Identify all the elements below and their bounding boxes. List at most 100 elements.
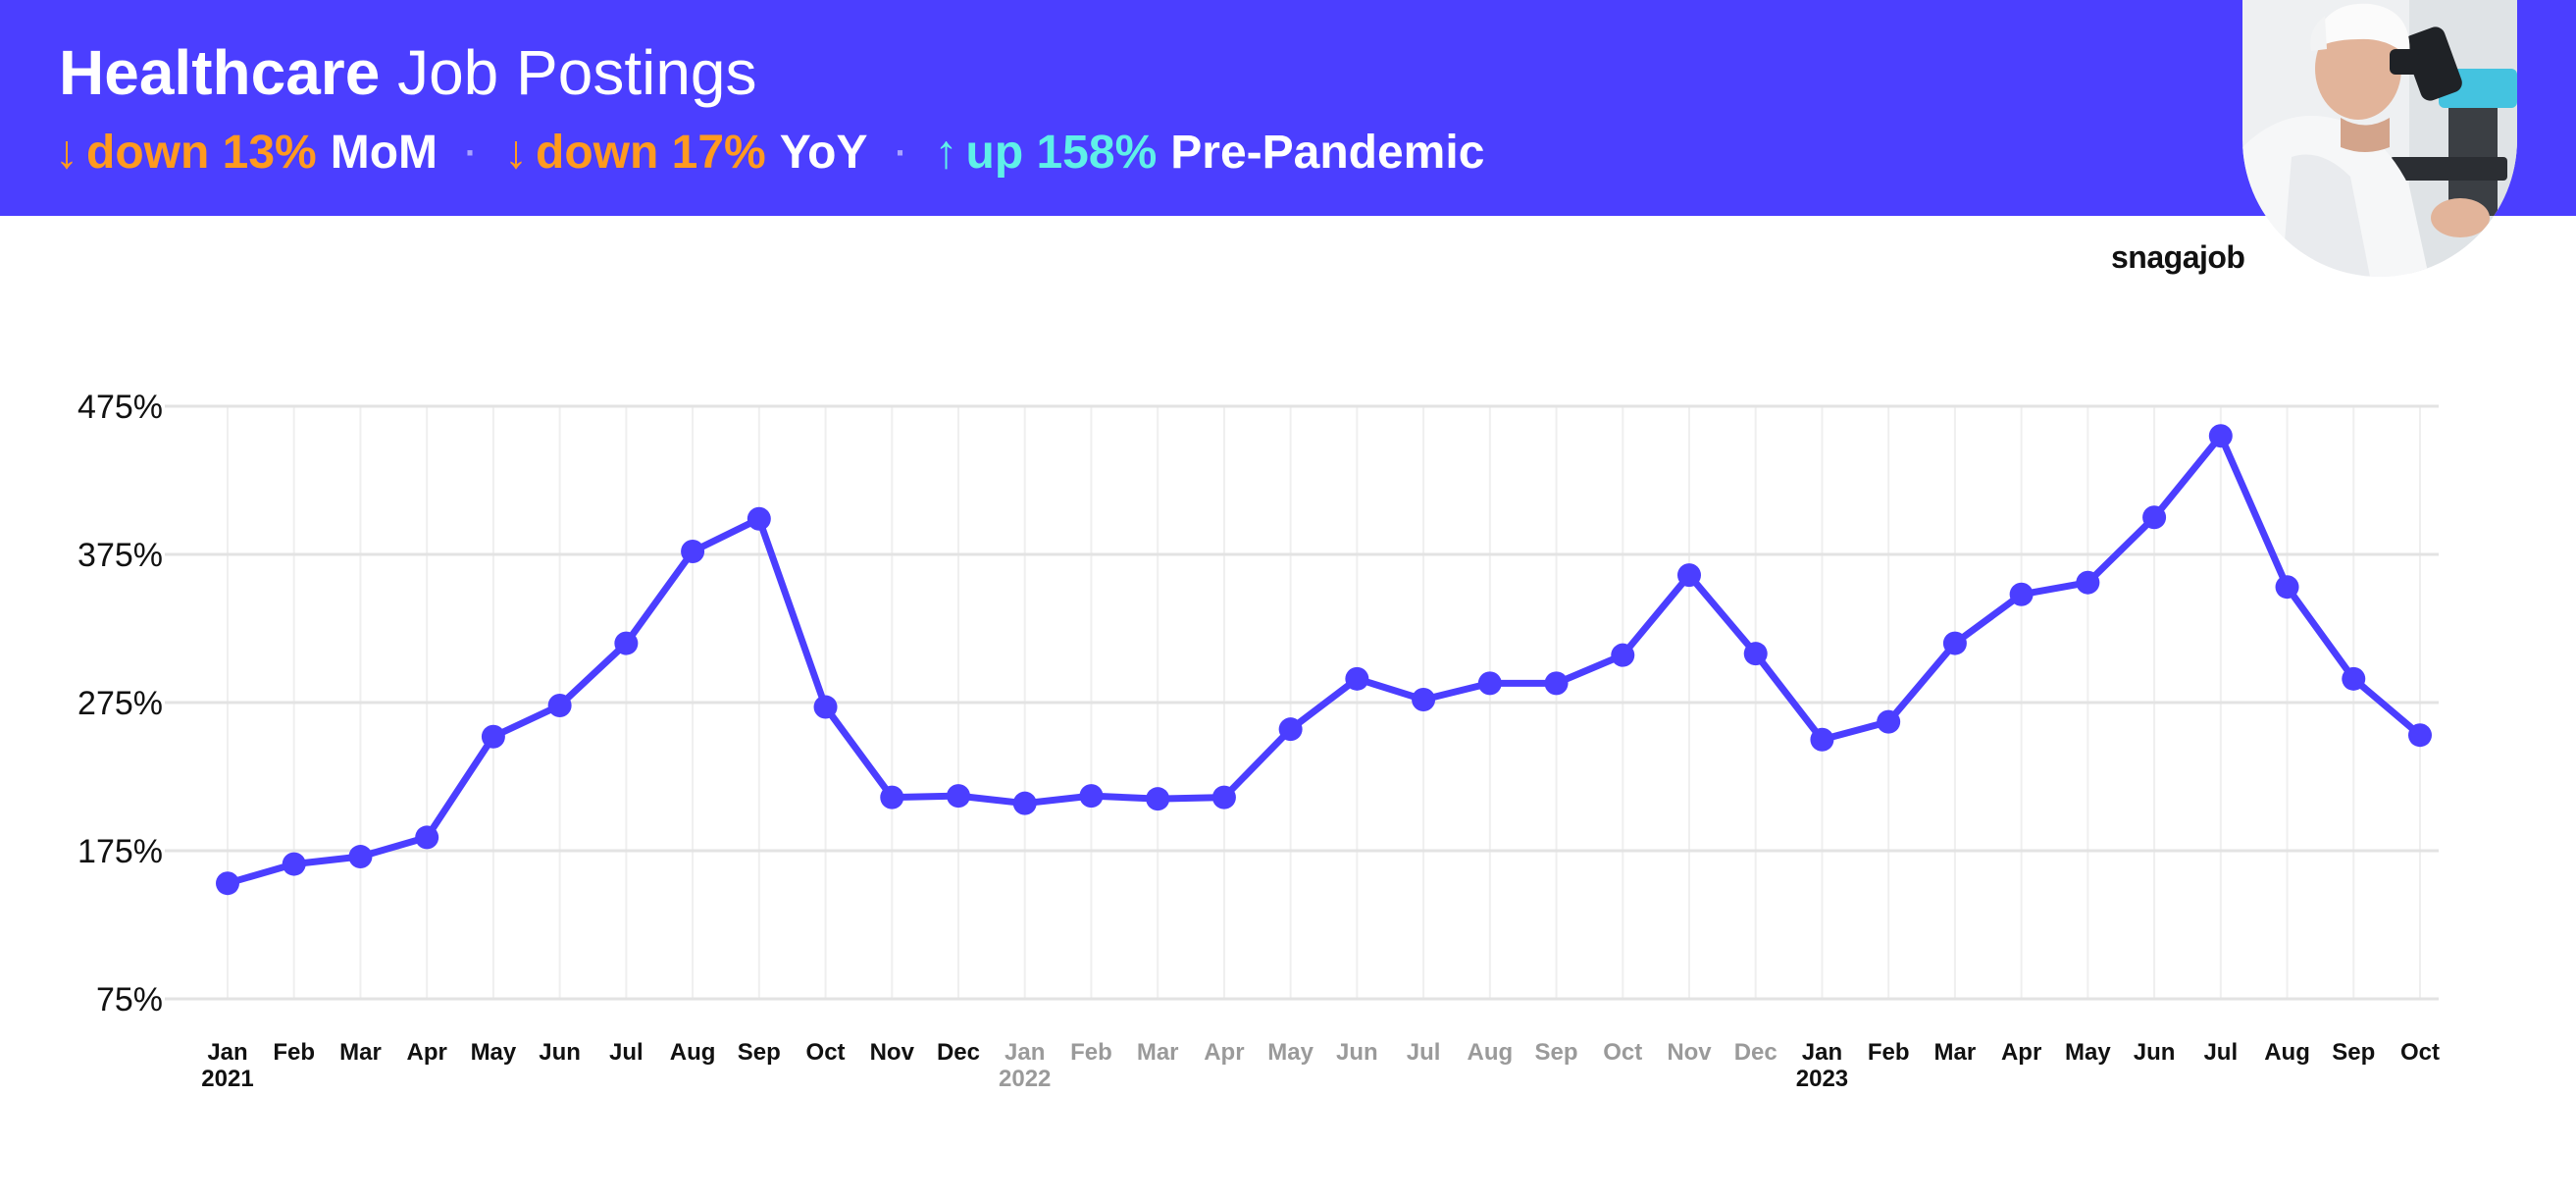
data-point — [880, 785, 904, 809]
x-tick-label: Oct — [1603, 1039, 1642, 1066]
data-point — [1810, 727, 1834, 752]
stat-mom-value: down 13% — [86, 127, 317, 179]
horizontal-gridlines — [165, 404, 2439, 1001]
x-tick-label: May — [471, 1039, 517, 1066]
x-tick-label: Dec — [937, 1039, 980, 1066]
data-point — [1477, 671, 1502, 696]
x-tick-label: Sep — [738, 1039, 781, 1066]
arrow-up-icon: ↑ — [934, 127, 958, 179]
x-tick-label: Oct — [2400, 1039, 2440, 1066]
data-point — [2208, 424, 2233, 448]
data-point — [2342, 666, 2366, 691]
arrow-down-icon: ↓ — [55, 127, 78, 179]
x-tick-label: Mar — [1137, 1039, 1179, 1066]
x-tick-label: Dec — [1734, 1039, 1777, 1066]
x-tick-label: Jul — [1407, 1039, 1441, 1066]
x-tick-label: Mar — [1934, 1039, 1977, 1066]
data-points — [216, 424, 2432, 896]
x-tick-label: Jul — [609, 1039, 644, 1066]
stats-row: ↓ down 13% MoM · ↓ down 17% YoY · ↑ up 158%… — [55, 122, 1484, 184]
y-tick-label: 75% — [96, 981, 163, 1018]
x-tick-label: Jan — [1005, 1039, 1045, 1066]
x-tick-label: Nov — [870, 1039, 915, 1066]
stat-prepandemic-value: up 158% — [965, 127, 1158, 179]
data-point — [282, 852, 306, 876]
snagajob-logo: snagajob — [2111, 239, 2245, 275]
x-tick-label: Sep — [2332, 1039, 2375, 1066]
data-point — [481, 724, 505, 749]
data-point — [216, 871, 239, 896]
stat-yoy-value: down 17% — [536, 127, 766, 179]
data-point — [1942, 631, 1967, 655]
data-point — [1079, 784, 1104, 809]
data-point — [1611, 643, 1635, 667]
data-point — [2009, 582, 2034, 606]
x-tick-label: Oct — [806, 1039, 846, 1066]
x-tick-label: Apr — [2001, 1039, 2041, 1066]
stat-yoy: ↓ down 17% — [504, 122, 766, 184]
x-tick-label: Jun — [539, 1039, 581, 1066]
data-point — [681, 539, 705, 563]
title-bold: Healthcare — [59, 37, 381, 108]
data-point — [1278, 717, 1303, 742]
x-tick-label: May — [1267, 1039, 1314, 1066]
data-point — [415, 825, 439, 850]
data-point — [946, 784, 970, 809]
data-point — [1743, 642, 1768, 666]
series-line — [224, 432, 2424, 887]
data-point — [2275, 575, 2299, 600]
data-point — [1676, 563, 1701, 588]
data-point — [1877, 709, 1901, 734]
data-point — [747, 506, 771, 531]
x-tick-label: Aug — [670, 1039, 716, 1066]
x-tick-label: May — [2065, 1039, 2111, 1066]
data-point — [2076, 570, 2100, 595]
data-point — [1211, 785, 1236, 809]
x-tick-label: Apr — [1204, 1039, 1244, 1066]
data-point — [547, 694, 572, 718]
header-banner: Healthcare Job Postings ↓ down 13% MoM · … — [0, 0, 2576, 216]
x-tick-label: Jul — [2203, 1039, 2238, 1066]
data-point — [1012, 791, 1037, 815]
x-year-label: 2023 — [1796, 1066, 1848, 1092]
x-tick-label: Apr — [407, 1039, 447, 1066]
x-tick-label: Nov — [1667, 1039, 1712, 1066]
y-tick-label: 375% — [77, 537, 163, 574]
x-tick-label: Jun — [2134, 1039, 2176, 1066]
separator-dot: · — [465, 132, 477, 173]
x-tick-label: Jan — [1802, 1039, 1842, 1066]
data-point — [1146, 787, 1170, 811]
scientist-microscope-photo — [2242, 0, 2517, 277]
title-rest: Job Postings — [397, 37, 757, 108]
x-year-label: 2021 — [201, 1066, 253, 1092]
arrow-down-icon: ↓ — [504, 127, 528, 179]
x-tick-label: Feb — [273, 1039, 315, 1066]
data-point — [1544, 671, 1569, 696]
stat-prepandemic-label: Pre-Pandemic — [1170, 127, 1485, 179]
data-point — [348, 845, 373, 869]
page-title: Healthcare Job Postings — [59, 35, 757, 110]
data-point — [2142, 505, 2167, 530]
photo-illustration — [2242, 0, 2517, 277]
data-point — [813, 695, 838, 719]
x-tick-label: Feb — [1070, 1039, 1112, 1066]
x-tick-label: Jun — [1336, 1039, 1378, 1066]
y-tick-label: 475% — [77, 389, 163, 426]
separator-dot: · — [895, 132, 907, 173]
data-point — [2407, 723, 2432, 748]
x-tick-label: Aug — [2264, 1039, 2310, 1066]
data-point — [1412, 687, 1436, 711]
x-tick-label: Mar — [339, 1039, 382, 1066]
x-tick-label: Jan — [207, 1039, 247, 1066]
y-axis-ticks: 475% 375% 275% 175% 75% — [77, 389, 163, 1018]
stat-yoy-label: YoY — [779, 127, 868, 179]
x-year-label: 2022 — [999, 1066, 1051, 1092]
data-point — [1345, 666, 1369, 691]
y-tick-label: 175% — [77, 833, 163, 870]
stat-mom-label: MoM — [330, 127, 438, 179]
data-point — [614, 631, 639, 655]
y-tick-label: 275% — [77, 685, 163, 722]
stat-mom: ↓ down 13% — [55, 122, 317, 184]
